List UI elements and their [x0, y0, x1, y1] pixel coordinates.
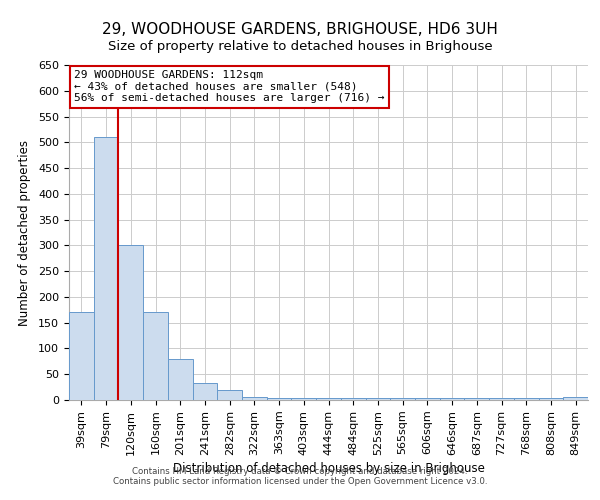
Text: Contains HM Land Registry data © Crown copyright and database right 2024.: Contains HM Land Registry data © Crown c… [132, 467, 468, 476]
Bar [143, 312, 168, 400]
Bar [415, 398, 440, 400]
Y-axis label: Number of detached properties: Number of detached properties [18, 140, 31, 326]
Bar [341, 398, 365, 400]
Bar [539, 398, 563, 400]
Bar [292, 398, 316, 400]
Bar [94, 137, 118, 400]
Text: Size of property relative to detached houses in Brighouse: Size of property relative to detached ho… [107, 40, 493, 53]
Text: 29 WOODHOUSE GARDENS: 112sqm
← 43% of detached houses are smaller (548)
56% of s: 29 WOODHOUSE GARDENS: 112sqm ← 43% of de… [74, 70, 385, 103]
Bar [563, 398, 588, 400]
Bar [316, 398, 341, 400]
Bar [514, 398, 539, 400]
Bar [118, 246, 143, 400]
Bar [489, 398, 514, 400]
Bar [365, 398, 390, 400]
Bar [193, 383, 217, 400]
Bar [69, 312, 94, 400]
Bar [440, 398, 464, 400]
Bar [168, 359, 193, 400]
Bar [217, 390, 242, 400]
Bar [242, 398, 267, 400]
Bar [267, 398, 292, 400]
Text: 29, WOODHOUSE GARDENS, BRIGHOUSE, HD6 3UH: 29, WOODHOUSE GARDENS, BRIGHOUSE, HD6 3U… [102, 22, 498, 38]
X-axis label: Distribution of detached houses by size in Brighouse: Distribution of detached houses by size … [173, 462, 484, 475]
Bar [390, 398, 415, 400]
Bar [464, 398, 489, 400]
Text: Contains public sector information licensed under the Open Government Licence v3: Contains public sector information licen… [113, 477, 487, 486]
